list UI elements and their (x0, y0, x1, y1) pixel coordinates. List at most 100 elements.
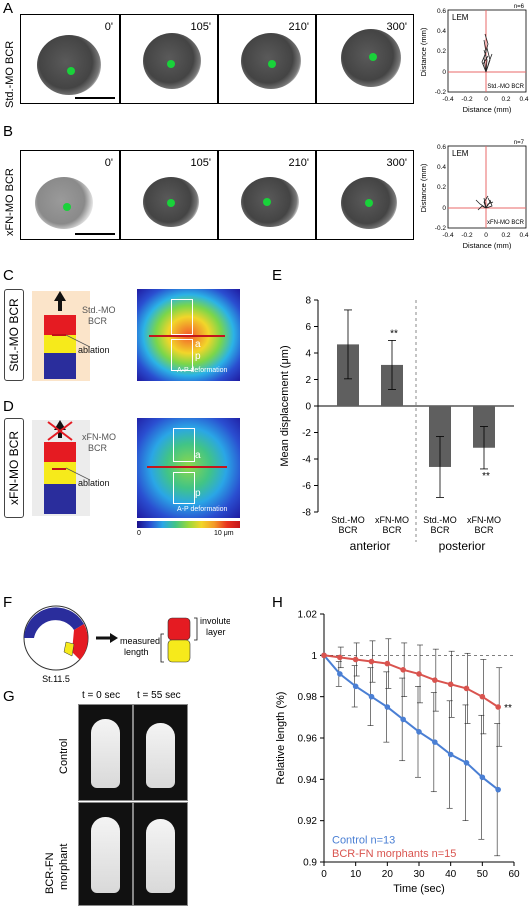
panel-label-d: D (3, 398, 14, 415)
category-label: BCR (430, 525, 450, 535)
frame-a-2: 105' (120, 14, 218, 104)
time-label: 0' (104, 157, 113, 169)
map-caption: A-P deformation (177, 367, 228, 374)
panel-label-b: B (3, 123, 14, 140)
y-tick-label: 0.96 (298, 734, 318, 745)
x-tick: 0.2 (501, 96, 510, 103)
y-tick-label: -4 (302, 455, 311, 466)
x-axis-label: Distance (mm) (463, 105, 512, 114)
panel-label-g: G (3, 688, 15, 705)
x-tick-label: 60 (508, 869, 520, 880)
roi-posterior (173, 472, 195, 504)
significance-mark: ** (390, 328, 398, 339)
scale-bar (75, 233, 115, 235)
data-point (321, 652, 327, 659)
y-tick: 0.4 (437, 164, 446, 171)
y-tick-label: 8 (305, 296, 311, 307)
colorbar-min: 0 (137, 530, 141, 537)
x-tick-label: 0 (321, 869, 327, 880)
data-point (400, 667, 406, 673)
x-tick: -0.2 (461, 232, 473, 239)
category-label: Std.-MO (331, 515, 365, 525)
panel-c-schematic: Std.-MO BCR ablation (32, 291, 116, 381)
tissue-label-line1: Std.-MO (82, 305, 116, 315)
photo-control-t1 (133, 704, 188, 801)
roi-anterior (171, 299, 193, 335)
panel-f-schematic: St.11.5 measured length involuted layer (23, 605, 230, 684)
panel-label-h: H (272, 594, 283, 611)
tissue-image (91, 817, 120, 893)
inner-label: Std.-MO BCR (487, 84, 524, 90)
category-label: Std.-MO (423, 515, 457, 525)
deformation-map-c: a p A-P deformation (137, 289, 240, 381)
y-tick-label: 0.9 (303, 858, 317, 869)
y-axis-label: Relative length (%) (275, 692, 287, 785)
tissue-label-line2: BCR (88, 443, 108, 453)
photo-morphant-t0 (78, 802, 133, 906)
centroid-dot (63, 203, 71, 211)
centroid-dot (369, 53, 377, 61)
x-tick-label: 20 (382, 869, 394, 880)
photo-morphant-t1 (133, 802, 188, 906)
chart-h: 1.02 1 0.98 0.96 0.94 0.92 0.9 0 10 20 30 40 50 60 Tim… (275, 610, 520, 896)
category-label: xFN-MO (467, 515, 501, 525)
time-label: 300' (386, 21, 407, 33)
data-point (447, 681, 454, 688)
data-point (416, 671, 422, 677)
group-label: posterior (439, 539, 486, 553)
y-tick: 0.6 (437, 8, 446, 15)
row-morphant-label-1: BCR-FN (44, 852, 56, 894)
colorbar-max: 10 μm (214, 530, 234, 537)
x-tick: -0.4 (442, 232, 454, 239)
x-tick: 0 (484, 96, 488, 103)
y-tick: 0 (442, 205, 446, 212)
category-label: BCR (474, 525, 494, 535)
frame-a-4: 300' (316, 14, 414, 104)
panel-label-f: F (3, 594, 13, 611)
data-point (463, 685, 470, 692)
centroid-dot (167, 60, 175, 68)
y-tick: -0.2 (435, 89, 447, 96)
row-morphant-label-box: BCR-FN morphant (44, 818, 72, 894)
legend-control: Control n=13 (332, 834, 395, 846)
frame-a-1: 0' (20, 14, 120, 104)
time-label: 105' (190, 157, 211, 169)
track-plot-b: LEM n=7 xFN-MO BCR 0.6 0.4 0.2 0 -0.2 -0… (419, 140, 529, 250)
x-tick: 0 (484, 232, 488, 239)
y-tick: 0 (442, 69, 446, 76)
involuted-line1: involuted (200, 616, 230, 626)
ablation-label: ablation (78, 345, 110, 355)
category-label: xFN-MO (375, 515, 409, 525)
series-line (323, 654, 499, 791)
y-tick-label: -2 (302, 428, 311, 439)
y-axis-label: Mean displacement (μm) (279, 345, 291, 466)
y-tick: 0.4 (437, 28, 446, 35)
x-tick: -0.4 (442, 96, 454, 103)
panel-label-c: C (3, 267, 14, 284)
ablation-line (147, 466, 227, 468)
data-point (368, 658, 375, 665)
category-label: BCR (382, 525, 402, 535)
time-label: 0' (104, 21, 113, 33)
panel-d-schematic: xFN-MO BCR ablation (32, 420, 116, 516)
legend-morphant: BCR-FN morphants n=15 (332, 848, 456, 860)
y-tick: 0.2 (437, 48, 446, 55)
map-caption: A-P deformation (177, 506, 228, 513)
x-tick: 0.4 (519, 96, 528, 103)
group-label: anterior (350, 539, 391, 553)
panel-c-side-box: Std.-MO BCR (4, 289, 24, 381)
photo-control-t0 (78, 704, 133, 801)
corner-label: LEM (452, 149, 469, 158)
deformation-map-d: a p A-P deformation (137, 418, 240, 518)
data-point (337, 654, 343, 661)
frame-b-1: 0' (20, 150, 120, 240)
y-tick: 0.6 (437, 144, 446, 151)
panel-label-e: E (272, 267, 283, 284)
tissue-label-line2: BCR (88, 316, 108, 326)
data-point (416, 729, 422, 735)
data-point (384, 660, 391, 667)
y-tick-label: 0 (305, 402, 311, 413)
x-axis-label: Distance (mm) (463, 241, 512, 250)
frame-b-4: 300' (316, 150, 414, 240)
y-tick-label: 0.94 (298, 775, 318, 786)
